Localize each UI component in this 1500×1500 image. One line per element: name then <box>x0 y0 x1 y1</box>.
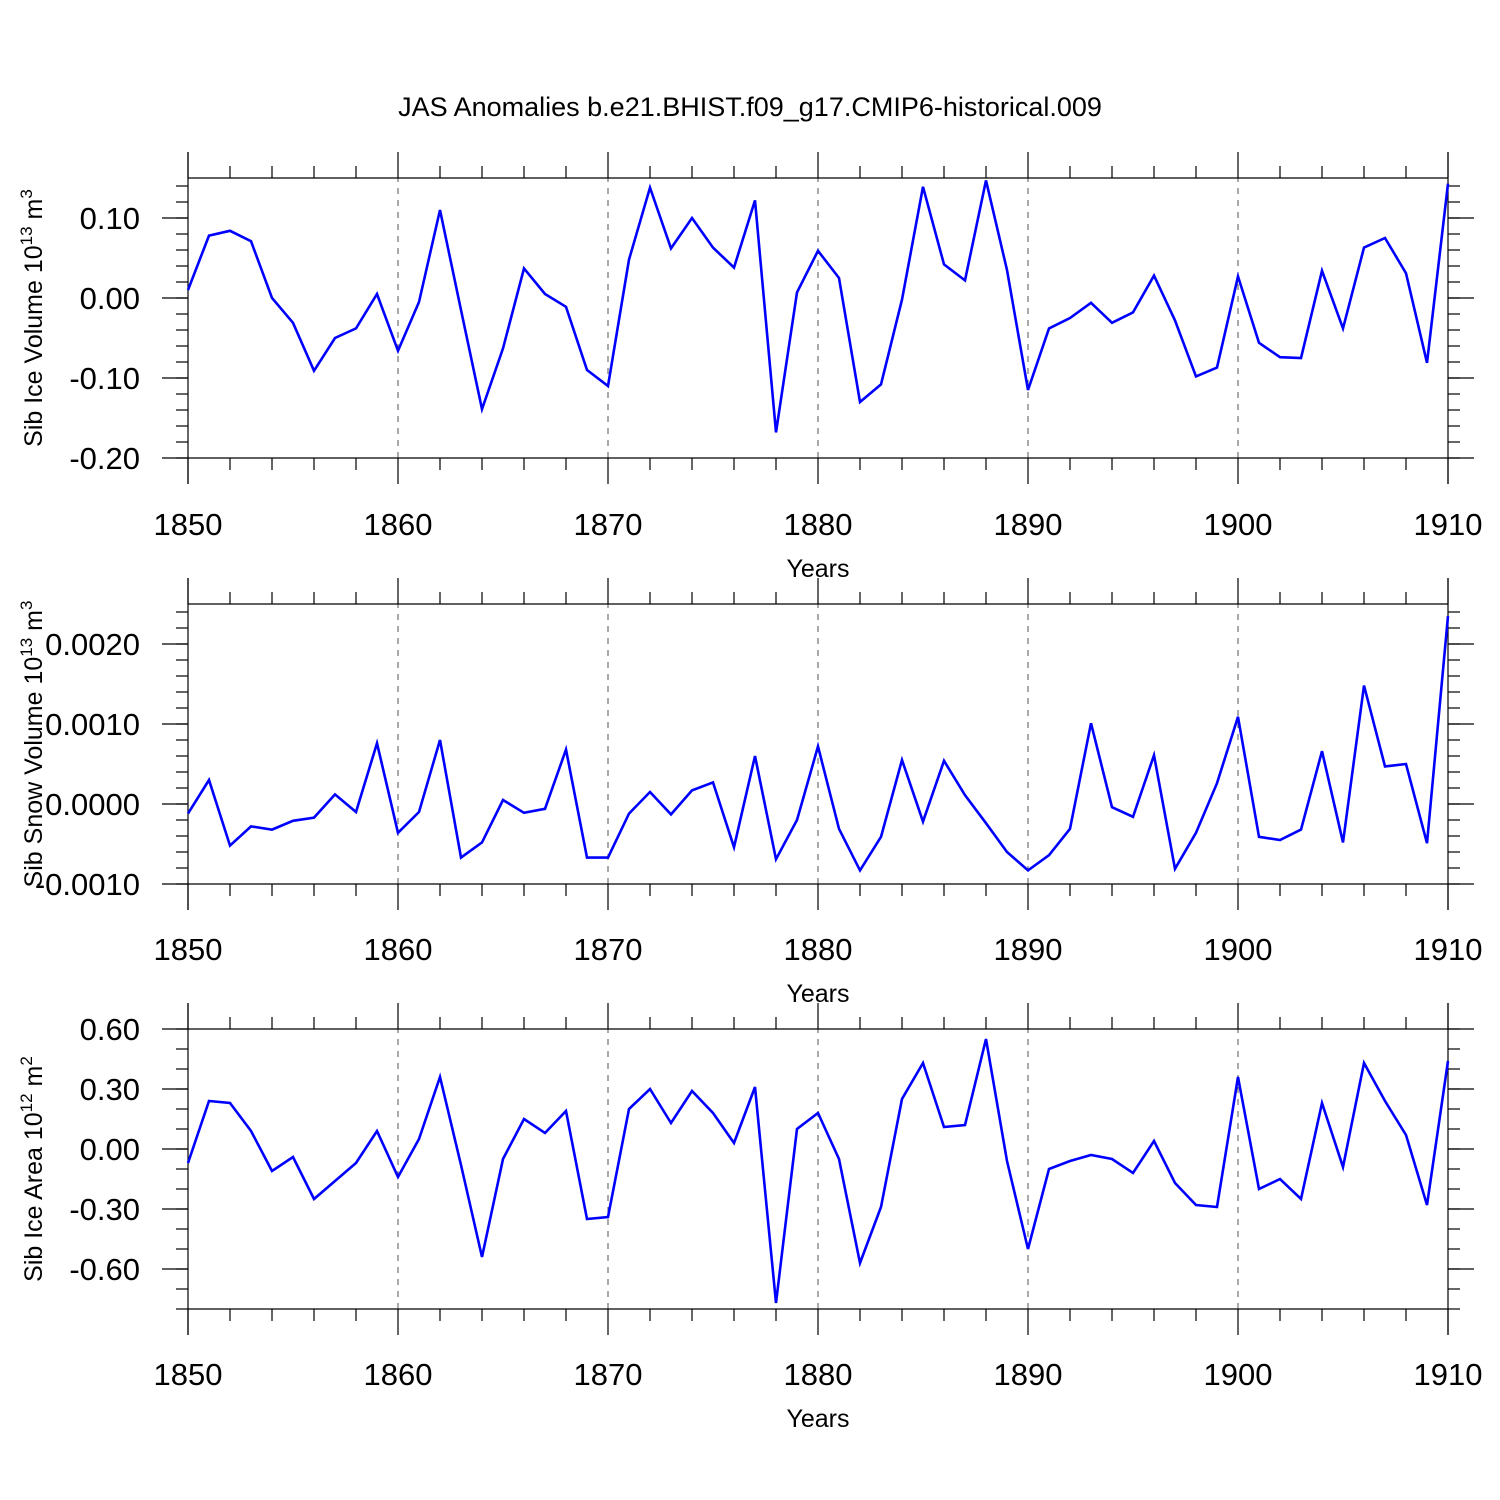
series-line-area <box>186 1038 1450 1304</box>
y-axis-title: Sib Ice Area 1012 m2 <box>17 1056 48 1282</box>
x-tick-label: 1910 <box>1414 932 1483 967</box>
x-tick-label: 1870 <box>574 932 643 967</box>
y-tick-label: 0.30 <box>80 1072 140 1107</box>
x-tick-label: 1890 <box>994 1357 1063 1392</box>
x-tick-label: 1850 <box>154 1357 223 1392</box>
y-tick-label: 0.0020 <box>45 627 140 662</box>
series-line-snow <box>186 615 1450 874</box>
x-tick-label: 1880 <box>784 1357 853 1392</box>
x-tick-label: 1860 <box>364 507 433 542</box>
y-axis-title: Sib Ice Volume 1013 m3 <box>17 189 48 447</box>
y-tick-label: -0.10 <box>69 361 140 396</box>
chart-panel-volume: 1850 1860 1870 1880 1890 1900 1910 0.10 0.00 -0.1… <box>17 152 1482 583</box>
y-tick-label: 0.10 <box>80 201 140 236</box>
y-tick-label: 0.00 <box>80 1132 140 1167</box>
x-tick-label: 1900 <box>1204 507 1273 542</box>
x-tick-label: 1900 <box>1204 1357 1273 1392</box>
x-tick-label: 1860 <box>364 932 433 967</box>
y-tick-label: -0.30 <box>69 1192 140 1227</box>
x-tick-label: 1870 <box>574 507 643 542</box>
x-tick-label: 1850 <box>154 932 223 967</box>
y-tick-label: 0.60 <box>80 1012 140 1047</box>
chart-panel-snow: 1850 1860 1870 1880 1890 1900 1910 0.0020 0.0010… <box>17 578 1482 1008</box>
x-tick-label: 1910 <box>1414 507 1483 542</box>
x-tick-label: 1850 <box>154 507 223 542</box>
y-tick-label: 0.00 <box>80 281 140 316</box>
y-tick-label: -0.20 <box>69 441 140 476</box>
x-tick-label: 1890 <box>994 932 1063 967</box>
x-tick-label: 1880 <box>784 507 853 542</box>
y-tick-label: 0.0000 <box>45 787 140 822</box>
x-axis-title: Years <box>786 1405 849 1433</box>
y-tick-label: -0.60 <box>69 1252 140 1287</box>
y-axis-title: Sib Snow Volume 1013 m3 <box>17 601 48 888</box>
x-tick-label: 1890 <box>994 507 1063 542</box>
series-line-volume <box>186 180 1450 433</box>
chart-panel-area: 1850 1860 1870 1880 1890 1900 1910 0.60 0.30 0.00… <box>17 1003 1482 1433</box>
plots-container: 1850 1860 1870 1880 1890 1900 1910 0.10 0.00 -0.1… <box>17 152 1482 1433</box>
x-tick-label: 1910 <box>1414 1357 1483 1392</box>
figure-title: JAS Anomalies b.e21.BHIST.f09_g17.CMIP6-… <box>398 92 1102 122</box>
y-tick-label: -0.0010 <box>35 867 140 902</box>
x-tick-label: 1860 <box>364 1357 433 1392</box>
x-tick-label: 1900 <box>1204 932 1273 967</box>
x-tick-label: 1870 <box>574 1357 643 1392</box>
x-tick-label: 1880 <box>784 932 853 967</box>
y-tick-label: 0.0010 <box>45 707 140 742</box>
